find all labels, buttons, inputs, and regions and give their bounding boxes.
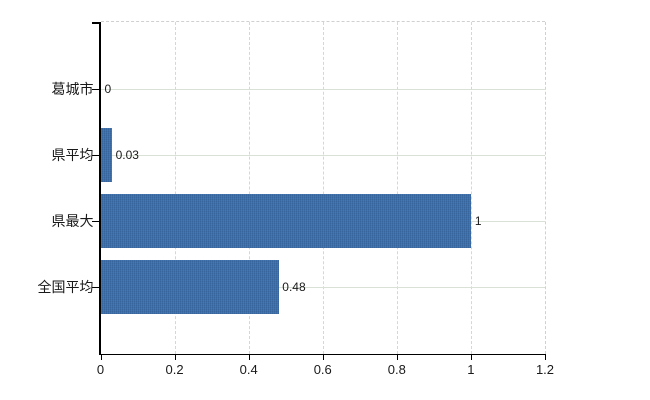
x-tick-label-0.2: 0.2: [165, 361, 184, 377]
bar-3: [101, 260, 279, 314]
x-tick-0.2: [174, 353, 176, 360]
value-label-3: 0.48: [282, 280, 306, 294]
x-tick-0.4: [248, 353, 250, 360]
gridline-horizontal-1: [100, 155, 545, 156]
y-tick-0: [92, 89, 99, 90]
category-label-0: 葛城市: [51, 81, 94, 97]
gridline-vertical-0.4: [248, 22, 250, 354]
category-label-1: 県平均: [51, 147, 94, 163]
plot-border-top: [100, 21, 545, 22]
gridline-vertical-0.2: [174, 22, 176, 354]
x-tick-label-0.8: 0.8: [387, 361, 406, 377]
category-label-2: 県最大: [51, 213, 94, 229]
gridline-vertical-0.8: [396, 22, 398, 354]
x-tick-0.8: [396, 353, 398, 360]
plot-border-right: [545, 22, 546, 354]
value-label-1: 0.03: [115, 148, 139, 162]
x-tick-1: [470, 353, 472, 360]
x-tick-label-1.2: 1.2: [535, 361, 555, 377]
x-tick-label-0: 0: [96, 361, 105, 377]
y-tick-1: [92, 155, 99, 156]
bar-2: [101, 194, 472, 248]
y-tick-top: [92, 22, 99, 24]
category-label-3: 全国平均: [37, 279, 94, 295]
bar-1: [101, 128, 113, 182]
gridline-horizontal-3: [100, 287, 545, 288]
y-tick-2: [92, 221, 99, 222]
y-tick-3: [92, 287, 99, 288]
x-tick-label-0.6: 0.6: [313, 361, 332, 377]
gridline-vertical-1: [470, 22, 472, 354]
x-axis-line: [99, 353, 545, 355]
x-tick-label-1: 1: [467, 361, 475, 377]
x-tick-0.6: [322, 353, 324, 360]
x-tick-0: [100, 353, 102, 360]
x-tick-1.2: [545, 353, 546, 360]
value-label-0: 0: [104, 82, 112, 96]
gridline-horizontal-0: [100, 89, 545, 90]
gridline-vertical-0.6: [322, 22, 324, 354]
x-tick-label-0.4: 0.4: [239, 361, 258, 377]
value-label-2: 1: [474, 214, 482, 228]
y-axis-line: [99, 22, 101, 355]
